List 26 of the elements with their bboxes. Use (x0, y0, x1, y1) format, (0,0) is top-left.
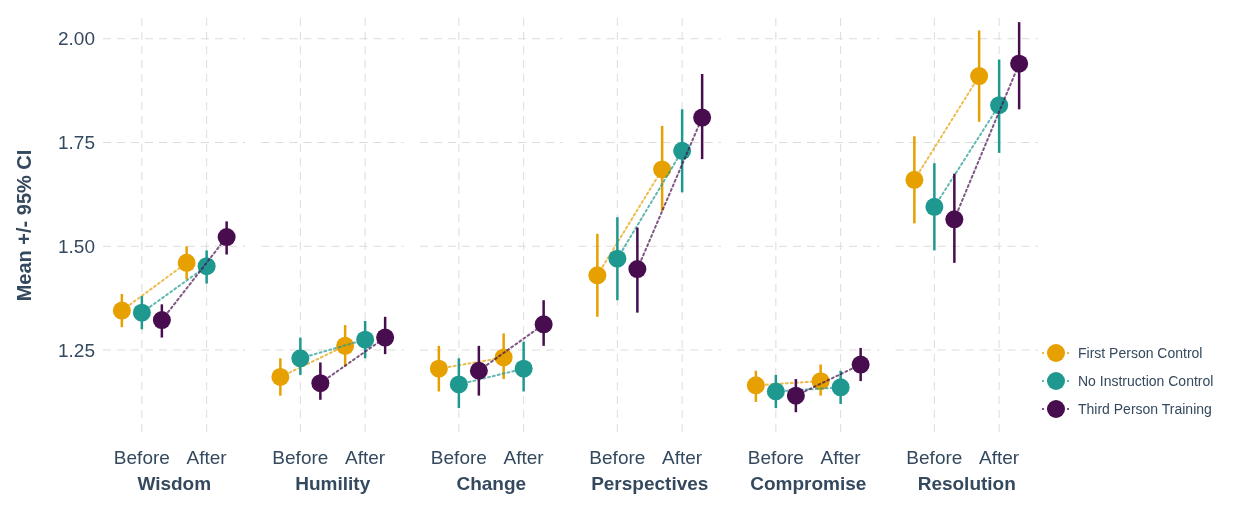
y-axis-title: Mean +/- 95% CI (13, 149, 35, 302)
x-axis-title: Compromise (750, 473, 867, 494)
y-tick-label: 1.75 (58, 132, 95, 154)
x-tick-label: Before (747, 447, 804, 468)
x-axis-title: Humility (295, 473, 371, 494)
x-tick-label: Before (272, 447, 329, 468)
y-tick-label: 2.00 (58, 28, 95, 50)
x-axis-title: Wisdom (137, 473, 212, 494)
x-tick-label: Before (589, 447, 646, 468)
x-tick-label: Before (113, 447, 170, 468)
x-tick-label: After (820, 447, 862, 468)
legend-label: Third Person Training (1078, 400, 1212, 417)
y-tick-label: 1.25 (58, 339, 95, 361)
x-tick-label: After (186, 447, 228, 468)
legend-label: First Person Control (1078, 344, 1203, 361)
x-axis-title: Change (456, 473, 527, 494)
x-axis-title: Perspectives (591, 473, 709, 494)
legend-label: No Instruction Control (1078, 372, 1214, 389)
x-tick-label: Before (906, 447, 963, 468)
y-tick-label: 1.50 (58, 235, 95, 257)
x-axis-title: Resolution (917, 473, 1016, 494)
x-tick-label: After (345, 447, 386, 468)
x-tick-label: After (503, 447, 545, 468)
x-tick-label: After (662, 447, 703, 468)
x-tick-label: Before (430, 447, 487, 468)
x-tick-label: After (979, 447, 1020, 468)
